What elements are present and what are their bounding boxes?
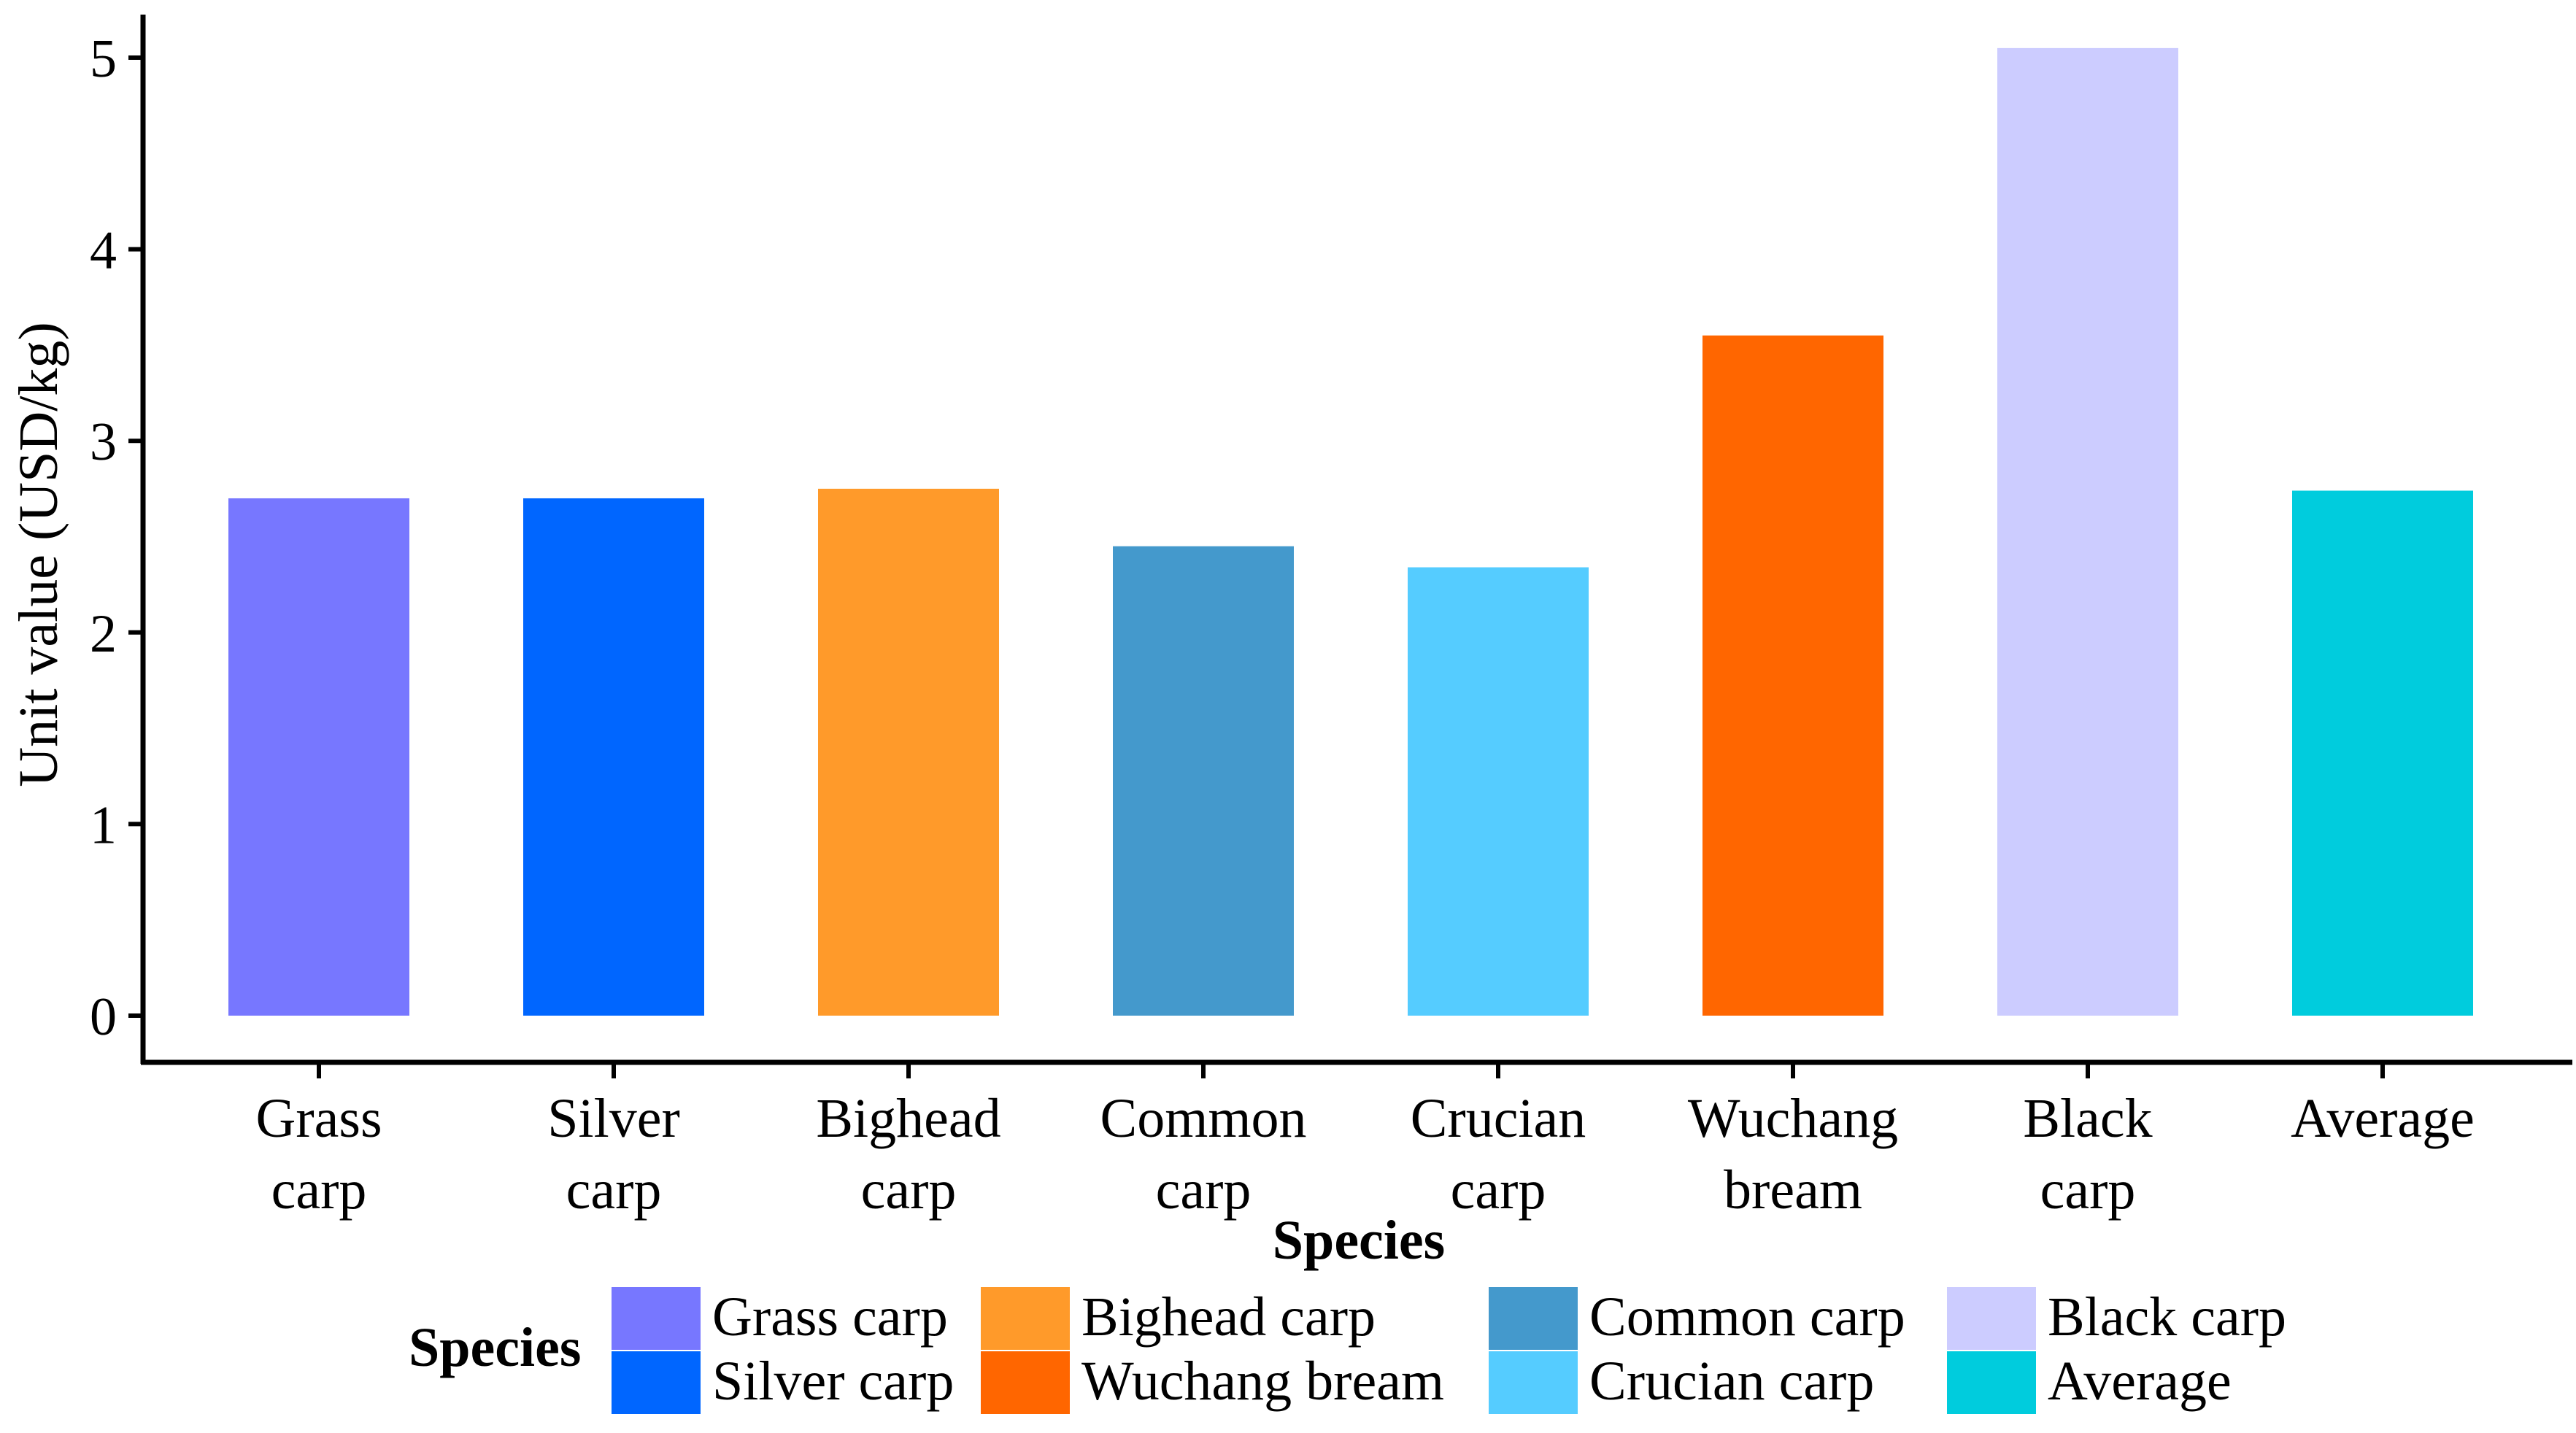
legend-label: Black carp [2048,1286,2286,1348]
x-tick-label: Average [2291,1088,2475,1149]
x-tick-label: carp [1156,1159,1252,1221]
y-tick-label: 4 [90,221,117,281]
legend-swatch [1489,1287,1578,1350]
legend-swatch [1489,1351,1578,1414]
x-tick-label: bream [1724,1159,1862,1221]
legend-label: Crucian carp [1589,1351,1874,1412]
legend-swatch [612,1351,701,1414]
legend-swatch [1947,1287,2036,1350]
bar [523,498,704,1016]
legend-swatch [981,1287,1070,1350]
x-tick-label: Bighead [816,1088,1000,1149]
y-tick-label: 1 [90,795,117,855]
legend-swatch [612,1287,701,1350]
y-ticks-group: 0 1 2 3 4 5 [90,29,143,1047]
legend-label: Wuchang bream [1081,1351,1444,1412]
x-tick-label: carp [2040,1159,2136,1221]
bar [1408,567,1589,1016]
bars-group [228,47,2473,1016]
legend-label: Bighead carp [1081,1286,1376,1348]
x-tick-label: carp [566,1159,662,1221]
legend-label: Common carp [1589,1286,1905,1348]
y-tick-label: 0 [90,987,117,1047]
x-tick-label: Common [1100,1088,1307,1149]
x-tick-label: carp [861,1159,957,1221]
legend-swatch [981,1351,1070,1414]
bar [1113,546,1294,1016]
x-tick-label: carp [1451,1159,1546,1221]
legend-swatch [1947,1351,2036,1414]
bar [228,498,409,1016]
legend-title: Species [409,1317,581,1378]
y-tick-label: 2 [90,604,117,664]
x-tick-label: Black [2023,1088,2152,1149]
y-axis-title: Unit value (USD/kg) [8,322,69,787]
bar [1997,47,2178,1016]
y-tick-label: 5 [90,29,117,89]
legend-label: Silver carp [712,1351,954,1412]
x-tick-label: carp [271,1159,367,1221]
x-tick-label: Silver [547,1088,680,1149]
y-tick-label: 3 [90,412,117,472]
x-axis-title: Species [1273,1210,1445,1271]
x-ticks-group: Grass carp Silver carp Bighead carp Common carp… [255,1062,2475,1221]
legend-label: Average [2048,1351,2232,1412]
legend-label: Grass carp [712,1286,948,1348]
bar [2292,490,2473,1016]
x-tick-label: Grass [255,1088,382,1149]
bar [1702,335,1883,1016]
x-tick-label: Wuchang [1688,1088,1898,1149]
bar [818,488,999,1016]
x-tick-label: Crucian [1411,1088,1586,1149]
